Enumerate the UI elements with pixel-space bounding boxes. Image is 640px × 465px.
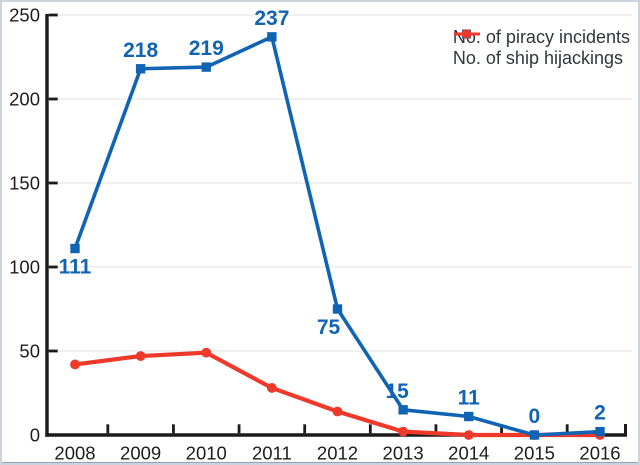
ship-hijackings-marker [201, 347, 212, 358]
circle-marker-icon [453, 29, 480, 39]
x-axis-label: 2013 [383, 443, 424, 464]
legend-item-ship-hijackings: No. of ship hijackings [452, 29, 623, 68]
data-label: 11 [458, 387, 481, 410]
data-label: 75 [317, 316, 341, 339]
piracy-incidents-marker [398, 405, 408, 415]
ship-hijackings-marker [70, 359, 80, 370]
ship-hijackings-marker [332, 406, 343, 417]
piracy-incidents-marker [529, 430, 540, 440]
legend-label-piracy-incidents: No. of piracy incidents [452, 27, 630, 47]
x-axis-label: 2012 [317, 443, 358, 464]
legend-label-ship-hijackings: No. of ship hijackings [452, 48, 623, 68]
x-axis-label: 2010 [186, 443, 227, 464]
piracy-incidents-marker [595, 426, 605, 437]
piracy-incidents-marker [464, 411, 474, 422]
data-label: 111 [59, 256, 92, 279]
piracy-incidents-marker [135, 64, 146, 74]
y-axis-label: 250 [9, 5, 40, 26]
x-axis-label: 2014 [448, 443, 489, 464]
data-label: 219 [189, 37, 224, 60]
y-axis-label: 100 [9, 257, 40, 278]
data-label: 218 [123, 39, 158, 62]
ship-hijackings-marker [463, 430, 474, 440]
piracy-incidents-marker [201, 62, 211, 72]
x-axis-label: 2015 [514, 443, 555, 464]
data-label: 0 [529, 405, 541, 428]
y-axis-label: 150 [9, 173, 40, 194]
data-label: 237 [254, 7, 289, 30]
ship-hijackings-marker [266, 383, 277, 393]
piracy-incidents-marker [332, 304, 343, 314]
x-axis-label: 2016 [579, 443, 620, 464]
piracy-incidents-line [73, 35, 602, 437]
piracy-incidents-marker [70, 243, 80, 254]
ship-hijackings-marker [398, 426, 409, 437]
data-label: 15 [385, 380, 409, 403]
legend: No. of piracy incidents No. of ship hija… [453, 27, 630, 68]
x-axis-label: 2008 [54, 443, 95, 464]
x-axis-label: 2011 [252, 443, 292, 464]
y-axis-label: 200 [9, 89, 40, 110]
data-label: 2 [594, 402, 606, 425]
ship-hijackings-line [72, 350, 603, 438]
piracy-incidents-marker [267, 32, 277, 42]
y-axis-label: 0 [30, 425, 40, 446]
x-axis-label: 2009 [120, 443, 161, 464]
y-axis-label: 50 [19, 341, 40, 362]
ship-hijackings-marker [135, 351, 146, 361]
